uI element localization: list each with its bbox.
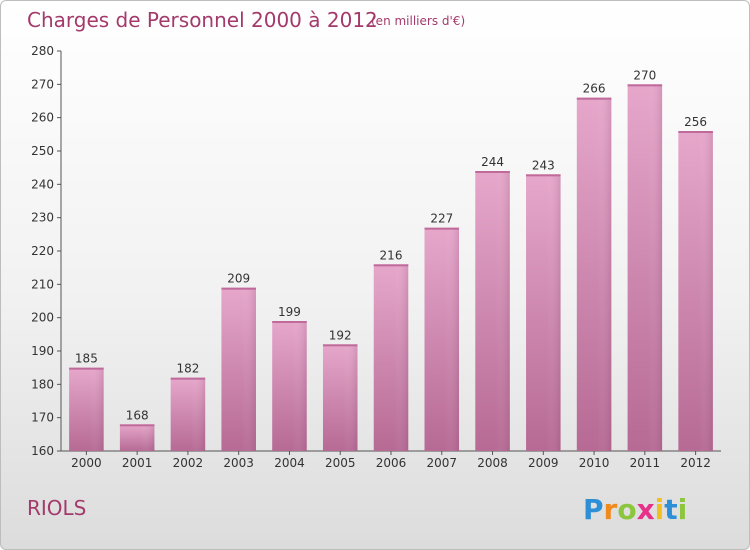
x-tick-label: 2010 <box>579 456 610 470</box>
data-label: 270 <box>633 68 656 82</box>
y-tick-label: 180 <box>31 377 54 391</box>
bar-shade <box>221 287 256 451</box>
data-label: 227 <box>430 212 453 226</box>
data-label: 266 <box>583 82 606 96</box>
bar-shade <box>272 321 307 451</box>
logo-letter: i <box>678 493 688 526</box>
bar-shade <box>373 264 409 451</box>
bar-shade <box>322 344 358 451</box>
bar-shade <box>627 84 663 451</box>
x-tick-label: 2012 <box>680 456 711 470</box>
data-label: 192 <box>329 328 352 342</box>
logo-letter: o <box>617 493 636 526</box>
bar-shade <box>119 424 155 451</box>
bars: 185 168 182 209 199 192 216 227 244 243 266 270 256 <box>69 68 713 452</box>
bar-shade <box>170 377 206 451</box>
logo-letter: i <box>655 493 665 526</box>
x-tick-label: 2009 <box>528 456 559 470</box>
y-tick-label: 160 <box>31 444 54 458</box>
bar-shade <box>576 97 612 452</box>
x-tick-label: 2006 <box>376 456 407 470</box>
bar-top-edge <box>475 171 510 173</box>
data-label: 243 <box>532 158 555 172</box>
bar-shade <box>475 171 510 451</box>
logo-letter: r <box>604 493 618 526</box>
x-tick-label: 2001 <box>122 456 153 470</box>
y-tick-label: 230 <box>31 211 54 225</box>
axes: 160 170 180 190 200 210 220 230 240 250 260 270 280 2… <box>31 44 721 470</box>
x-tick-label: 2000 <box>71 456 102 470</box>
bar-shade <box>678 131 713 451</box>
data-label: 216 <box>380 248 403 262</box>
bar-top-edge <box>272 321 307 323</box>
data-label: 244 <box>481 155 504 169</box>
logo-letter: x <box>637 493 655 526</box>
data-label: 199 <box>278 305 301 319</box>
y-tick-label: 200 <box>31 311 54 325</box>
x-tick-label: 2007 <box>426 456 457 470</box>
data-label: 185 <box>75 352 98 366</box>
y-tick-label: 250 <box>31 144 54 158</box>
bar-top-edge <box>678 131 713 133</box>
x-tick-label: 2005 <box>325 456 356 470</box>
bar-top-edge <box>322 344 358 347</box>
bar-top-edge <box>69 367 104 370</box>
data-label: 256 <box>684 115 707 129</box>
data-label: 182 <box>176 362 199 376</box>
y-tick-label: 240 <box>31 177 54 191</box>
x-tick-label: 2008 <box>477 456 508 470</box>
bar-shade <box>424 227 460 451</box>
bar-top-edge <box>119 424 155 427</box>
data-label: 168 <box>126 408 149 422</box>
x-tick-label: 2003 <box>223 456 254 470</box>
x-tick-label: 2002 <box>173 456 204 470</box>
logo-letter: t <box>664 493 677 526</box>
bar-top-edge <box>627 84 663 87</box>
bar-top-edge <box>170 377 206 380</box>
chart-subtitle: (en milliers d'€) <box>371 14 465 28</box>
y-tick-label: 170 <box>31 411 54 425</box>
commune-name: RIOLS <box>27 496 86 520</box>
x-tick-label: 2004 <box>274 456 305 470</box>
y-tick-label: 270 <box>31 77 54 91</box>
y-tick-label: 220 <box>31 244 54 258</box>
y-tick-label: 190 <box>31 344 54 358</box>
bar-shade <box>526 174 561 452</box>
y-tick-label: 260 <box>31 111 54 125</box>
proxiti-logo: Proxiti <box>583 493 687 526</box>
bar-top-edge <box>526 174 561 177</box>
chart-title: Charges de Personnel 2000 à 2012 <box>27 8 378 32</box>
bar-shade <box>69 367 104 451</box>
bar-top-edge <box>373 264 409 267</box>
data-label: 209 <box>227 272 250 286</box>
bar-top-edge <box>424 227 460 230</box>
y-tick-label: 210 <box>31 277 54 291</box>
logo-letter: P <box>583 493 604 526</box>
x-tick-label: 2011 <box>630 456 661 470</box>
proxiti-logo-text: Proxiti <box>583 493 687 526</box>
bar-top-edge <box>576 97 612 100</box>
bar-top-edge <box>221 287 256 290</box>
y-tick-label: 280 <box>31 44 54 58</box>
